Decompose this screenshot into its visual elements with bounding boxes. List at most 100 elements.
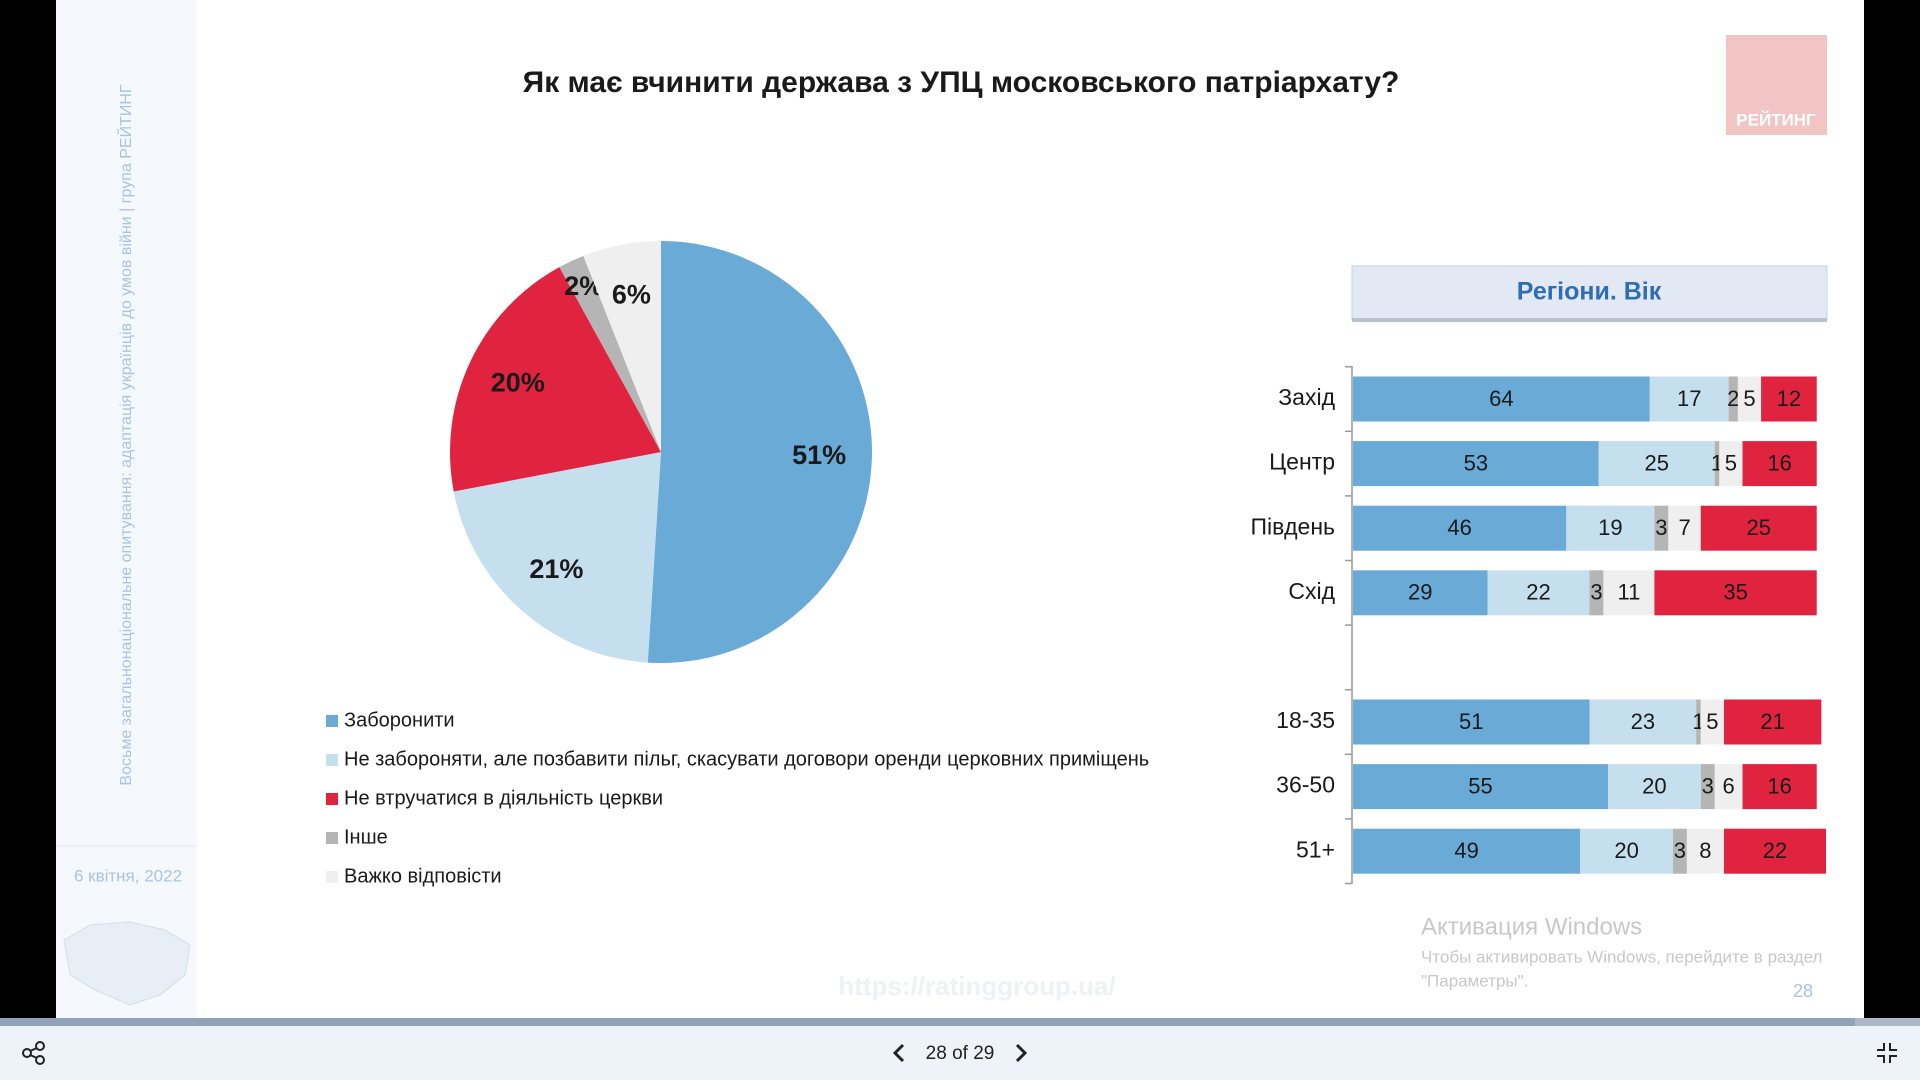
bar-value-label: 3: [1702, 773, 1714, 798]
bar-segment: [1353, 505, 1567, 551]
bar-value-label: 7: [1678, 515, 1690, 540]
slide-title: Як має вчинити держава з УПЦ московськог…: [523, 66, 1400, 99]
bar-value-label: 35: [1723, 580, 1747, 605]
bar-value-label: 16: [1767, 450, 1791, 475]
bar-segment: [1737, 376, 1762, 422]
bar-value-label: 19: [1598, 515, 1622, 540]
pie-slice: [559, 255, 661, 452]
bar-segment: [1728, 376, 1738, 422]
bar-segment: [1700, 505, 1817, 551]
date: 6 квітня, 2022: [74, 866, 182, 885]
bar-segment: [1742, 441, 1817, 487]
watermark: https://ratinggroup.ua/: [838, 971, 1115, 1001]
bar-segment: [1598, 441, 1715, 487]
bar-value-label: 20: [1642, 773, 1666, 798]
viewer-toolbar: [0, 1026, 1920, 1080]
legend-label: Інше: [344, 826, 388, 848]
bar-segment: [1353, 441, 1599, 487]
prev-page-button[interactable]: [892, 1043, 905, 1063]
pie-slice: [583, 241, 661, 452]
bar-segment: [1654, 570, 1817, 616]
bar-value-label: 22: [1763, 838, 1787, 863]
bar-segment: [1723, 699, 1822, 745]
bar-value-label: 49: [1454, 838, 1478, 863]
bar-segment: [1714, 764, 1743, 810]
bar-value-label: 21: [1760, 709, 1784, 734]
windows-line: "Параметры".: [1421, 971, 1528, 990]
windows-title: Активация Windows: [1421, 913, 1642, 940]
pie-label: 51%: [792, 440, 846, 470]
bar-value-label: 11: [1617, 580, 1640, 605]
bar-value-label: 17: [1677, 386, 1701, 411]
bar-value-label: 5: [1706, 709, 1718, 734]
legend-label: Не забороняти, але позбавити пільг, скас…: [344, 748, 1149, 770]
bar-segment: [1353, 764, 1609, 810]
legend-swatch: [326, 871, 338, 883]
sidebar-text: Восьме загальнонаціональне опитування: а…: [116, 84, 135, 785]
bar-value-label: 5: [1725, 450, 1737, 475]
bar-segment: [1654, 505, 1669, 551]
bar-segment: [1589, 699, 1697, 745]
legend-label: Важко відповісти: [344, 865, 502, 887]
bar-value-label: 2: [1727, 386, 1739, 411]
share-button[interactable]: [22, 1041, 45, 1065]
bar-segment: [1696, 699, 1701, 745]
pie-slice: [450, 267, 661, 492]
page-number: 28: [1793, 981, 1813, 1001]
bar-value-label: 3: [1674, 838, 1686, 863]
bar-segment: [1487, 570, 1590, 616]
logo-text: РЕЙТИНГ: [1736, 110, 1816, 129]
bar-segment: [1603, 570, 1655, 616]
bar-segment: [1714, 441, 1720, 487]
exit-fullscreen-button[interactable]: [1877, 1043, 1897, 1063]
bar-value-label: 64: [1489, 386, 1513, 411]
bar-value-label: 55: [1468, 773, 1492, 798]
bar-segment: [1672, 828, 1687, 874]
bar-segment: [1761, 376, 1817, 422]
category-label: Схід: [1288, 578, 1335, 604]
bar-segment: [1700, 764, 1715, 810]
windows-line: Чтобы активировать Windows, перейдите в …: [1421, 947, 1822, 966]
bar-segment: [1566, 505, 1655, 551]
page-indicator: 28 of 29: [926, 1043, 995, 1064]
next-page-button[interactable]: [1015, 1043, 1028, 1063]
bar-value-label: 3: [1590, 580, 1602, 605]
category-label: 18-35: [1276, 707, 1335, 733]
bar-segment: [1580, 828, 1673, 874]
bar-value-label: 25: [1747, 515, 1771, 540]
bar-value-label: 16: [1767, 773, 1791, 798]
pie-label: 6%: [612, 280, 651, 310]
legend-swatch: [326, 832, 338, 844]
bar-title: Регіони. Вік: [1517, 278, 1662, 306]
bar-value-label: 6: [1722, 773, 1734, 798]
category-label: Південь: [1251, 513, 1336, 539]
bar-value-label: 5: [1743, 386, 1755, 411]
bar-segment: [1723, 828, 1826, 874]
pie-label: 20%: [491, 368, 545, 398]
bar-value-label: 46: [1447, 515, 1471, 540]
bar-value-label: 53: [1464, 450, 1488, 475]
pie-label: 21%: [529, 554, 583, 584]
bar-segment: [1353, 828, 1581, 874]
bar-value-label: 29: [1408, 580, 1432, 605]
bar-segment: [1589, 570, 1604, 616]
bar-title-box: [1351, 265, 1828, 321]
legend-swatch: [326, 793, 338, 805]
bar-value-label: 23: [1631, 709, 1655, 734]
legend-swatch: [326, 715, 338, 727]
bar-segment: [1742, 764, 1817, 810]
bar-segment: [1668, 505, 1701, 551]
bar-segment: [1700, 699, 1724, 745]
category-label: Центр: [1269, 449, 1335, 475]
bar-segment: [1649, 376, 1729, 422]
bar-segment: [1608, 764, 1701, 810]
bar-value-label: 12: [1777, 386, 1801, 411]
bar-segment: [1719, 441, 1743, 487]
bar-segment: [1353, 699, 1590, 745]
bar-segment: [1353, 570, 1488, 616]
category-label: 51+: [1296, 836, 1335, 862]
legend-swatch: [326, 754, 338, 766]
bar-value-label: 20: [1614, 838, 1638, 863]
bar-value-label: 51: [1459, 709, 1483, 734]
